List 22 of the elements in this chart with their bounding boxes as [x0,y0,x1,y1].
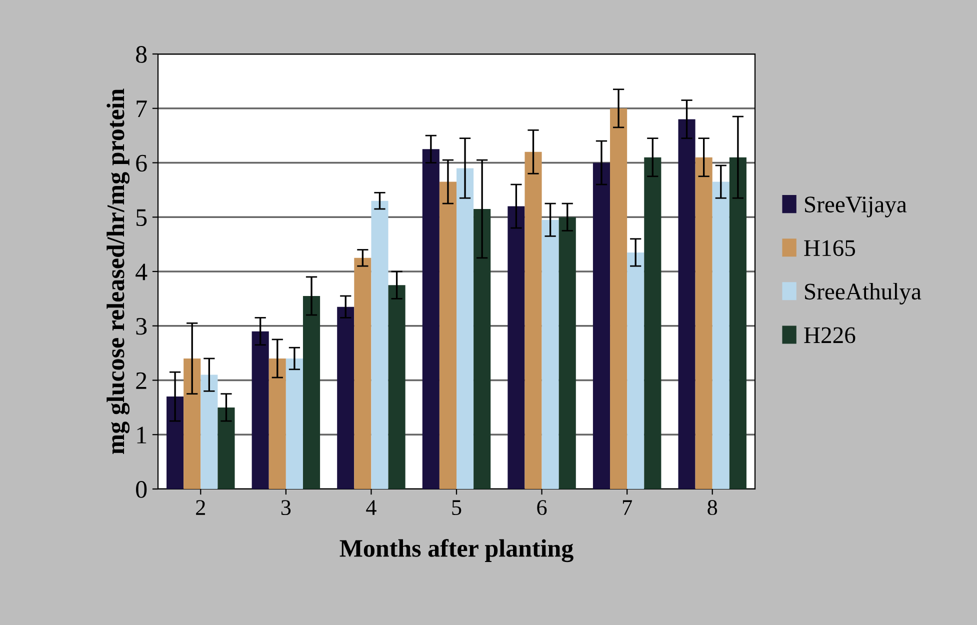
legend-label: SreeAthulya [805,282,922,304]
x-tick-label: 3 [281,500,291,516]
x-tick-label: 5 [452,500,462,516]
y-tick-label: 1 [137,426,146,444]
y-tick-label: 5 [136,209,147,226]
x-tick-label: 7 [622,500,632,515]
y-axis-title: mg glucose released/hr/mg protein [106,88,130,454]
y-tick-label: 2 [136,372,146,389]
y-tick-label: 4 [136,264,148,280]
y-tick-label: 6 [136,154,147,172]
legend-label: SreeVijaya [805,196,907,218]
legend-label: H165 [804,240,856,256]
x-tick-label: 4 [366,500,376,515]
y-tick-label: 3 [136,318,147,335]
legend-label: H226 [804,327,856,344]
x-tick-label: 2 [196,500,205,515]
x-tick-label: 6 [537,500,547,516]
x-axis-title: Months after planting [340,539,574,562]
y-tick-label: 8 [136,46,147,63]
y-tick-label: 7 [136,100,147,118]
y-tick-label: 0 [136,481,147,498]
x-tick-label: 8 [708,500,718,516]
